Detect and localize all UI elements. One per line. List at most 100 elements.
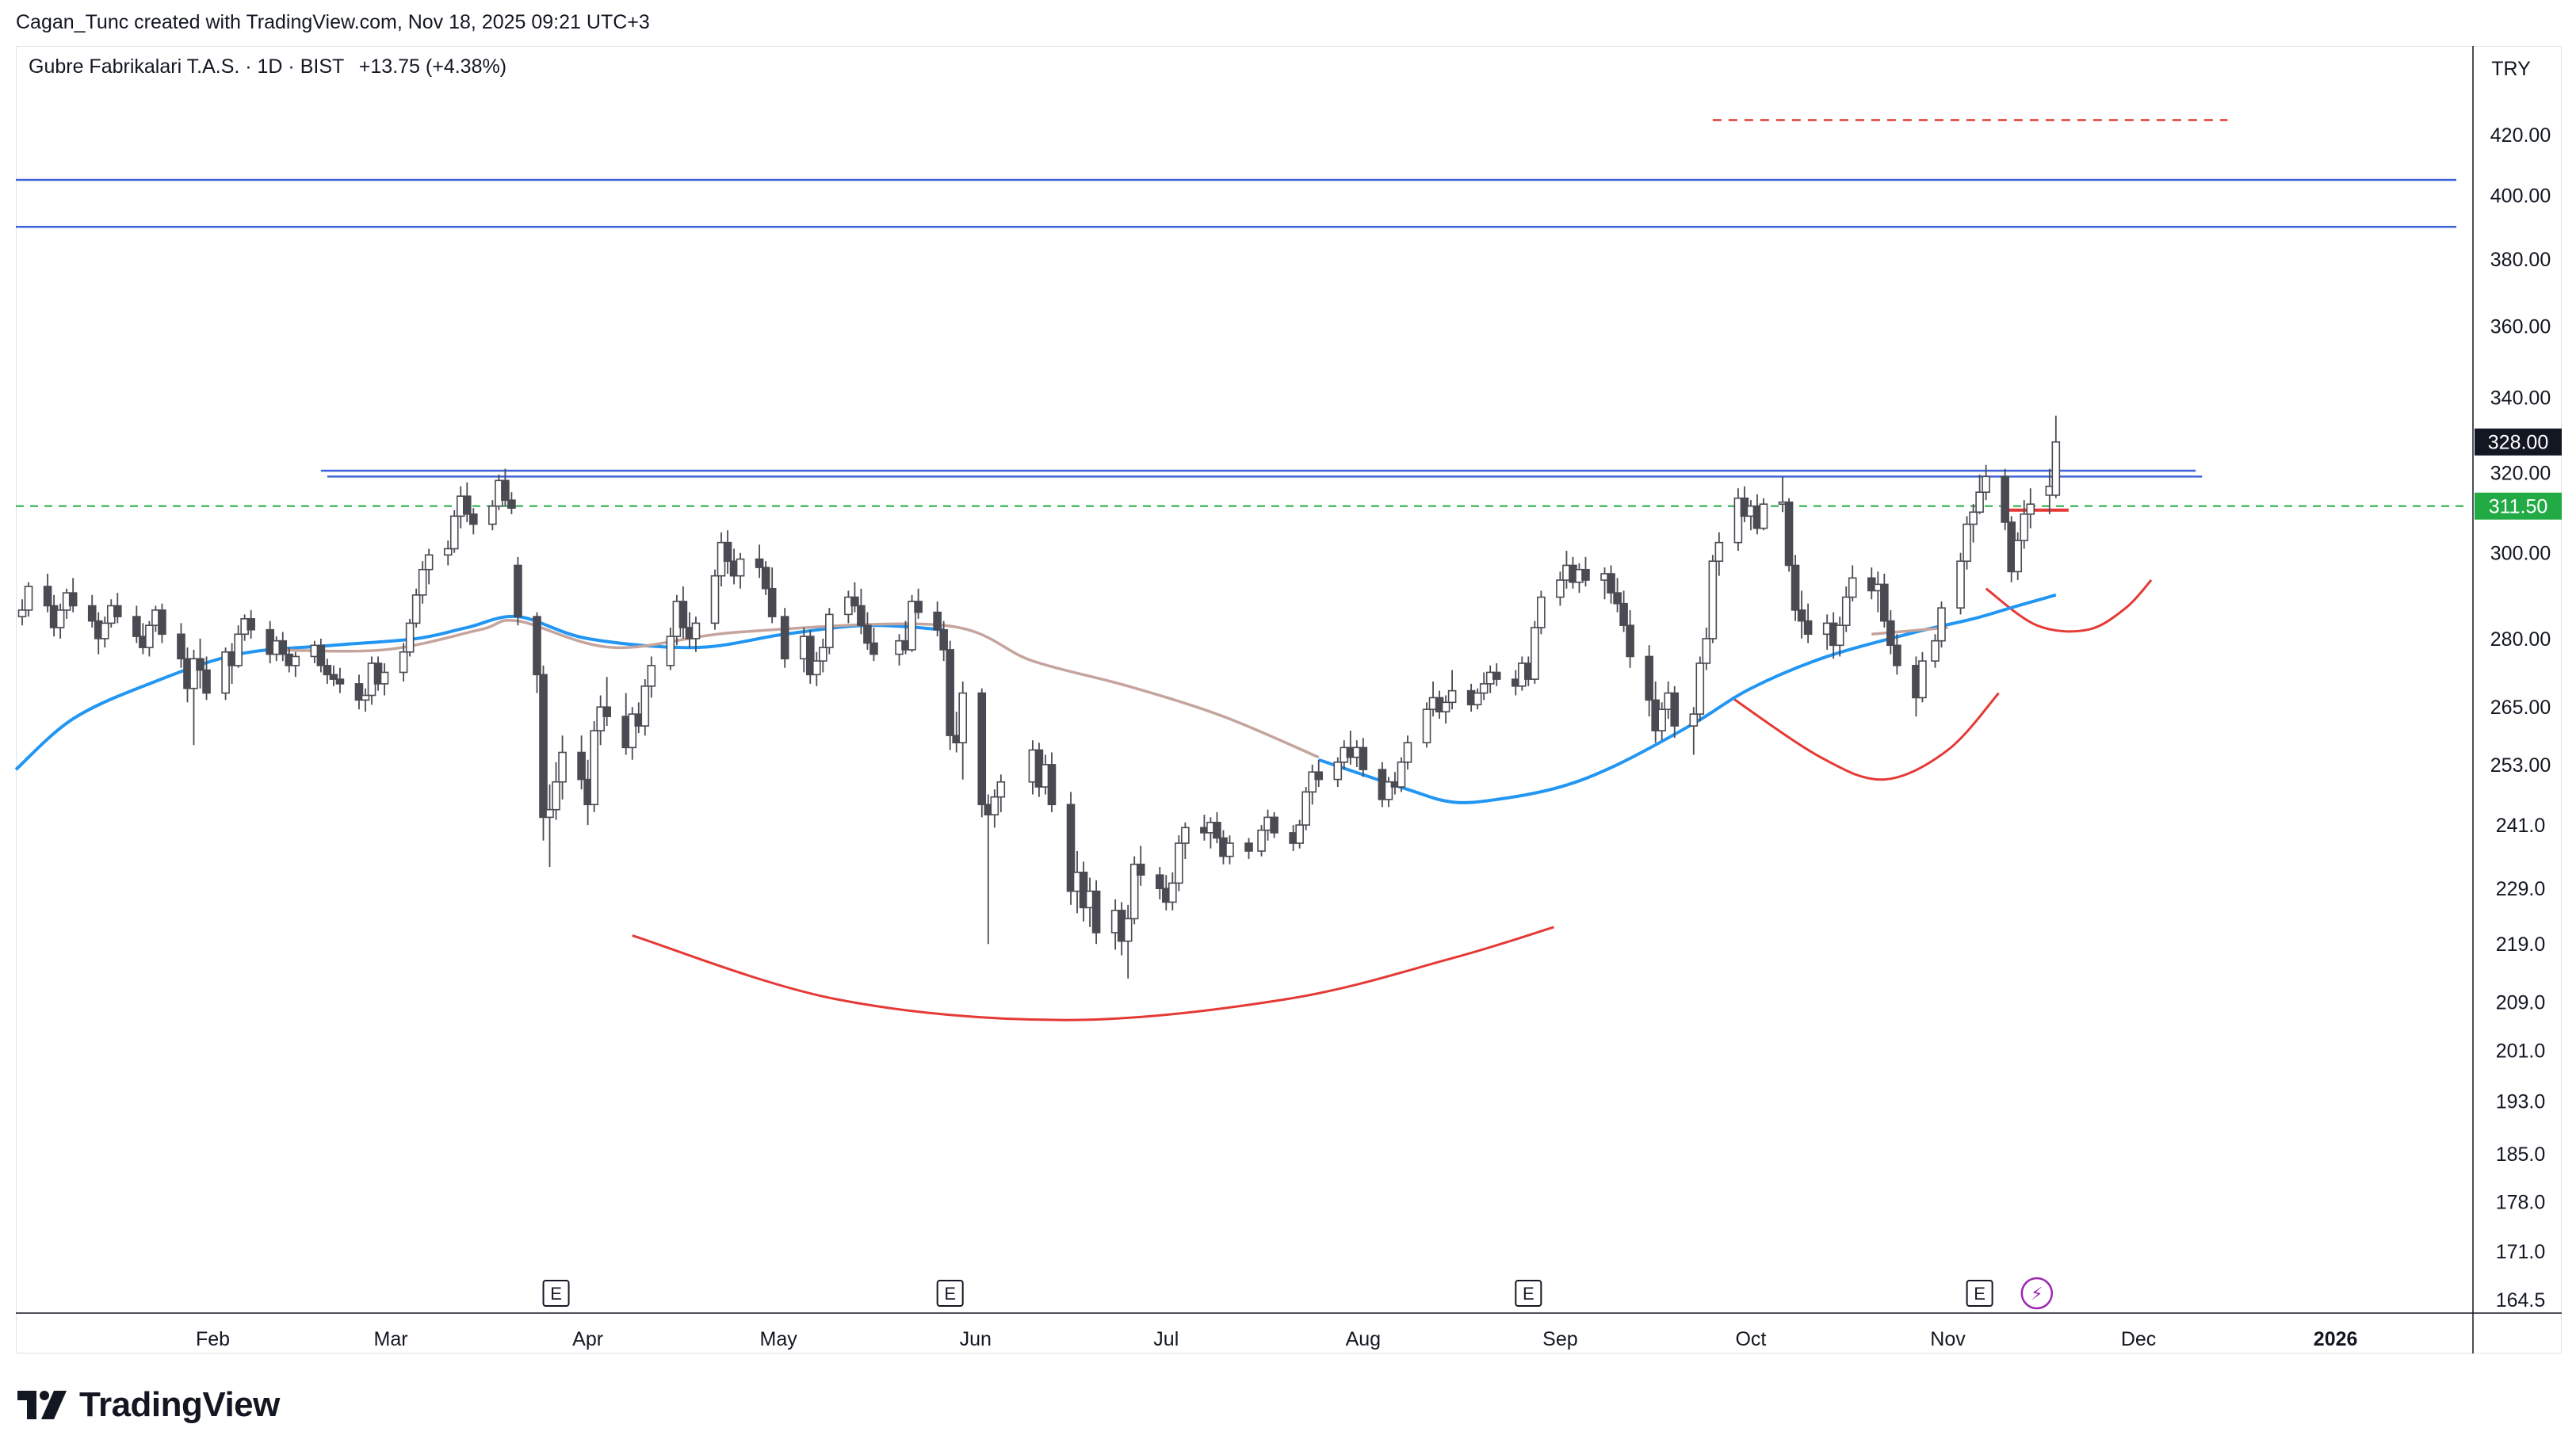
candle xyxy=(1257,825,1266,857)
candle xyxy=(145,620,154,657)
candle-body xyxy=(514,564,522,617)
candle-body xyxy=(1308,771,1317,793)
candle-body xyxy=(1066,804,1076,892)
candle-body xyxy=(1136,863,1145,876)
candle xyxy=(1733,488,1743,552)
candle-body xyxy=(1759,503,1768,529)
price-tick-label: 360.00 xyxy=(2490,316,2551,338)
candle-body xyxy=(1791,564,1800,611)
candle xyxy=(990,789,999,828)
candle-body xyxy=(628,713,637,749)
candle-body xyxy=(1956,560,1965,609)
candle xyxy=(958,682,968,780)
candle-body xyxy=(1257,829,1266,852)
candle-body xyxy=(1714,541,1724,562)
candle-body xyxy=(1975,491,1984,514)
pattern-curve-cup xyxy=(632,926,1554,1021)
candle-body xyxy=(145,624,154,648)
price-axis: 420.00 400.00 380.00 360.00 340.00 320.00 300.… xyxy=(2472,46,2562,1353)
price-tick-label: 193.0 xyxy=(2496,1090,2546,1113)
candle xyxy=(514,556,522,626)
candle-body xyxy=(100,622,109,640)
candle-body xyxy=(596,706,605,731)
price-tick-label: 229.0 xyxy=(2496,878,2546,900)
price-tick-label: 420.00 xyxy=(2490,124,2551,147)
price-tick-label: 340.00 xyxy=(2490,387,2551,409)
candle-body xyxy=(1441,701,1450,712)
tradingview-brand[interactable]: TradingView xyxy=(17,1385,280,1425)
candle xyxy=(1181,822,1190,859)
candle xyxy=(2001,468,2009,531)
candle xyxy=(628,707,637,760)
candle-body xyxy=(539,674,548,819)
candle xyxy=(1047,752,1057,812)
candle xyxy=(1937,601,1946,648)
candle xyxy=(939,620,948,662)
candle xyxy=(984,794,993,945)
candle xyxy=(196,638,204,689)
candle xyxy=(380,662,389,696)
price-tick-label: 209.0 xyxy=(2496,992,2546,1014)
time-axis: Feb Mar Apr May Jun Jul Aug Sep Oct Nov Dec 2026 xyxy=(16,1312,2562,1350)
candle-body xyxy=(1492,671,1501,680)
candle xyxy=(1886,609,1895,655)
candle xyxy=(55,603,65,639)
candle-body xyxy=(1607,573,1615,594)
candle xyxy=(908,594,916,652)
earnings-label: E xyxy=(944,1284,956,1304)
candle-body xyxy=(1397,762,1406,788)
candle xyxy=(590,721,598,812)
candle xyxy=(100,617,109,648)
symbol-title[interactable]: Gubre Fabrikalari T.A.S. · 1D · BIST xyxy=(29,55,344,78)
candle xyxy=(1473,688,1482,710)
candle-body xyxy=(113,605,122,617)
price-tick-label: 320.00 xyxy=(2490,462,2551,484)
candle xyxy=(158,603,166,643)
last-price-label: 328.00 xyxy=(2488,432,2548,454)
earnings-badge xyxy=(1966,1280,1993,1307)
candle xyxy=(1803,603,1813,643)
candle-body xyxy=(1918,660,1927,699)
candle xyxy=(666,627,675,670)
candle-body xyxy=(1123,918,1133,942)
candle xyxy=(113,593,122,624)
candle-body xyxy=(812,660,821,676)
candle xyxy=(2051,415,2061,498)
drawings-layer xyxy=(16,119,2469,1021)
time-tick-label: Nov xyxy=(1930,1328,1966,1350)
chart-attribution: Cagan_Tunc created with TradingView.com,… xyxy=(16,11,650,33)
candle xyxy=(1479,672,1489,701)
candle-body xyxy=(857,605,866,626)
dividend-event-icon[interactable]: ⚡ xyxy=(2020,1277,2054,1310)
earnings-event-icon[interactable]: E xyxy=(1966,1280,1993,1307)
candle xyxy=(844,590,853,624)
candle-body xyxy=(132,616,141,637)
candle xyxy=(545,784,554,868)
candle xyxy=(424,548,434,585)
earnings-event-icon[interactable]: E xyxy=(1515,1280,1542,1307)
candle-body xyxy=(449,515,459,550)
dividend-label: ⚡ xyxy=(2031,1285,2043,1304)
candle-body xyxy=(780,616,789,660)
candle-body xyxy=(488,505,497,525)
earnings-event-icon[interactable]: E xyxy=(936,1280,964,1307)
candle-body xyxy=(55,609,65,628)
earnings-event-icon[interactable]: E xyxy=(542,1280,570,1307)
pattern-curve-handle-2 xyxy=(1985,579,2153,633)
candle xyxy=(43,574,52,613)
candle-body xyxy=(1181,827,1190,844)
candle xyxy=(533,612,541,693)
support-price-label: 311.50 xyxy=(2489,496,2548,518)
candle-body xyxy=(1479,683,1489,694)
candle xyxy=(1784,498,1794,572)
candle xyxy=(291,651,300,678)
candle xyxy=(2026,488,2035,529)
candle-body xyxy=(1244,842,1253,852)
candle xyxy=(68,578,78,613)
candle-body xyxy=(424,554,434,571)
candle-body xyxy=(2001,475,2009,523)
candle-body xyxy=(1537,596,1546,628)
candle-body xyxy=(462,495,472,515)
candle-body xyxy=(691,622,701,640)
